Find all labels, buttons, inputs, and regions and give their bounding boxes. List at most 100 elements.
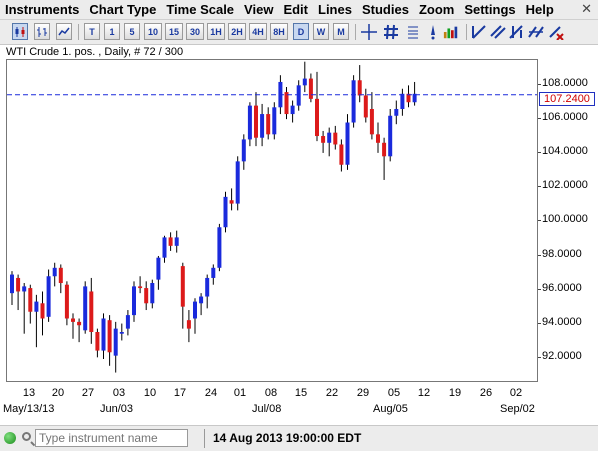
date-label: 20 — [51, 387, 65, 399]
alert-icon[interactable] — [425, 23, 441, 40]
price-label-106: 106.0000 — [542, 111, 588, 123]
line-chart-icon[interactable] — [56, 23, 72, 40]
menu-chart-type[interactable]: Chart Type — [89, 2, 157, 17]
date-label: 05 — [387, 387, 401, 399]
crosshair-icon[interactable] — [361, 23, 377, 40]
menu-help[interactable]: Help — [525, 2, 554, 17]
candle-down — [71, 318, 75, 322]
candlestick-chart-icon[interactable] — [12, 23, 28, 40]
remove-lines-icon[interactable] — [548, 23, 564, 40]
candle-down — [284, 92, 289, 115]
month-label: Aug/05 — [373, 403, 408, 415]
candle-down — [229, 200, 234, 204]
candle-up — [162, 237, 167, 258]
grid-icon[interactable] — [383, 23, 399, 40]
date-label: 22 — [325, 387, 339, 399]
timeframe-daily-button[interactable]: D — [293, 23, 309, 40]
candle-down — [406, 93, 411, 103]
menu-settings[interactable]: Settings — [464, 2, 516, 17]
candle-up — [235, 161, 240, 204]
candle-down — [315, 98, 319, 137]
date-label: 19 — [448, 387, 462, 399]
candle-up — [290, 105, 295, 115]
price-label-104: 104.0000 — [542, 145, 588, 157]
timeframe-1h-button[interactable]: 1H — [207, 23, 225, 40]
candle-up — [150, 283, 155, 304]
timeframe-4h-button[interactable]: 4H — [249, 23, 267, 40]
candle-up — [388, 115, 393, 157]
parallel-lines-icon[interactable] — [509, 23, 525, 40]
instrument-search-input[interactable] — [35, 429, 188, 447]
chart-title: WTI Crude 1. pos. , Daily, # 72 / 300 — [6, 46, 184, 58]
toolbar: T 1 5 10 15 30 1H 2H 4H 8H D W M — [0, 20, 598, 45]
candle-down — [168, 237, 173, 246]
current-price-label: 107.2400 — [539, 92, 595, 106]
candle-up — [217, 227, 222, 268]
channel-icon[interactable] — [490, 23, 506, 40]
price-tick — [538, 220, 541, 221]
price-label-108: 108.0000 — [542, 77, 588, 89]
candle-down — [16, 277, 21, 292]
timeframe-10m-button[interactable]: 10 — [144, 23, 162, 40]
price-tick — [538, 84, 541, 85]
candle-up — [211, 267, 216, 278]
close-icon[interactable]: ✕ — [581, 2, 592, 17]
candle-up — [10, 274, 14, 294]
candle-down — [107, 320, 112, 353]
candle-down — [89, 291, 94, 333]
timeframe-30m-button[interactable]: 30 — [186, 23, 204, 40]
timeframe-monthly-button[interactable]: M — [333, 23, 349, 40]
candle-up — [52, 267, 57, 277]
price-tick — [538, 357, 541, 358]
menu-studies[interactable]: Studies — [361, 2, 409, 17]
status-bar: 14 Aug 2013 19:00:00 EDT — [0, 425, 598, 451]
date-label: 01 — [233, 387, 247, 399]
status-datetime: 14 Aug 2013 19:00:00 EDT — [213, 431, 362, 445]
timeframe-8h-button[interactable]: 8H — [270, 23, 288, 40]
date-label: 27 — [81, 387, 95, 399]
price-tick — [538, 118, 541, 119]
candle-down — [58, 267, 63, 284]
timeframe-1m-button[interactable]: 1 — [104, 23, 120, 40]
candle-up — [193, 301, 197, 319]
timeframe-tick-button[interactable]: T — [84, 23, 100, 40]
month-label: Sep/02 — [500, 403, 535, 415]
candle-up — [125, 315, 130, 329]
chart-plot-area[interactable] — [6, 59, 538, 382]
date-label: 29 — [356, 387, 370, 399]
date-label: 17 — [173, 387, 187, 399]
menu-edit[interactable]: Edit — [283, 2, 308, 17]
menu-lines[interactable]: Lines — [318, 2, 352, 17]
price-axis: 108.0000 106.0000 104.0000 102.0000 100.… — [538, 59, 598, 382]
price-label-98: 98.0000 — [542, 248, 582, 260]
menu-instruments[interactable]: Instruments — [5, 2, 80, 17]
indicator-icon[interactable] — [443, 23, 459, 40]
candle-up — [412, 93, 417, 103]
timeframe-weekly-button[interactable]: W — [313, 23, 329, 40]
candle-down — [363, 95, 368, 118]
timeframe-5m-button[interactable]: 5 — [124, 23, 140, 40]
multi-trendline-icon[interactable] — [528, 23, 544, 40]
candle-down — [369, 108, 374, 135]
menu-view[interactable]: View — [244, 2, 274, 17]
timeframe-2h-button[interactable]: 2H — [228, 23, 246, 40]
candle-up — [241, 139, 246, 162]
date-label: 12 — [417, 387, 431, 399]
candle-down — [138, 286, 143, 289]
date-label: 13 — [22, 387, 36, 399]
candle-up — [174, 237, 179, 246]
price-label-92: 92.0000 — [542, 350, 582, 362]
candle-down — [339, 144, 344, 165]
fibonacci-icon[interactable] — [405, 23, 421, 40]
candle-up — [156, 257, 161, 280]
candle-up — [247, 105, 252, 140]
bar-chart-icon[interactable] — [34, 23, 50, 40]
menu-time-scale[interactable]: Time Scale — [166, 2, 235, 17]
price-tick — [538, 186, 541, 187]
candle-down — [77, 321, 82, 326]
menu-zoom[interactable]: Zoom — [418, 2, 455, 17]
timeframe-15m-button[interactable]: 15 — [165, 23, 183, 40]
candle-up — [101, 318, 106, 351]
trendline-icon[interactable] — [471, 23, 487, 40]
toolbar-separator — [78, 24, 79, 40]
